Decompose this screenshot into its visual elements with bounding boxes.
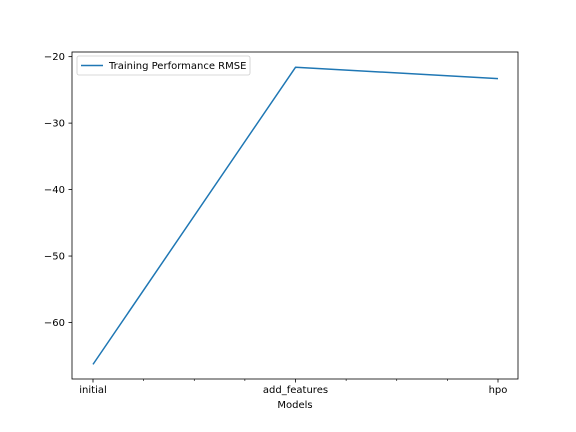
- x-tick-label: initial: [79, 385, 107, 396]
- series-layer: [92, 66, 499, 365]
- legend-label: Training Performance RMSE: [108, 61, 246, 72]
- x-axis-label: Models: [277, 400, 312, 411]
- y-tick-label: −50: [44, 252, 65, 263]
- x-tick-label: hpo: [489, 385, 508, 396]
- series-line: [92, 66, 499, 365]
- y-tick-label: −60: [44, 318, 65, 329]
- x-tick-label: add_features: [263, 385, 328, 396]
- plot-area: [72, 52, 518, 379]
- ticks-layer: −60 −50 −40 −30 −20 initial add_features hpo: [44, 52, 508, 396]
- y-tick-label: −30: [44, 119, 65, 130]
- legend: Training Performance RMSE: [76, 55, 251, 76]
- y-tick-label: −20: [44, 52, 65, 63]
- plot-frame: [71, 51, 519, 380]
- legend-frame: [76, 55, 251, 76]
- y-tick-label: −40: [44, 185, 65, 196]
